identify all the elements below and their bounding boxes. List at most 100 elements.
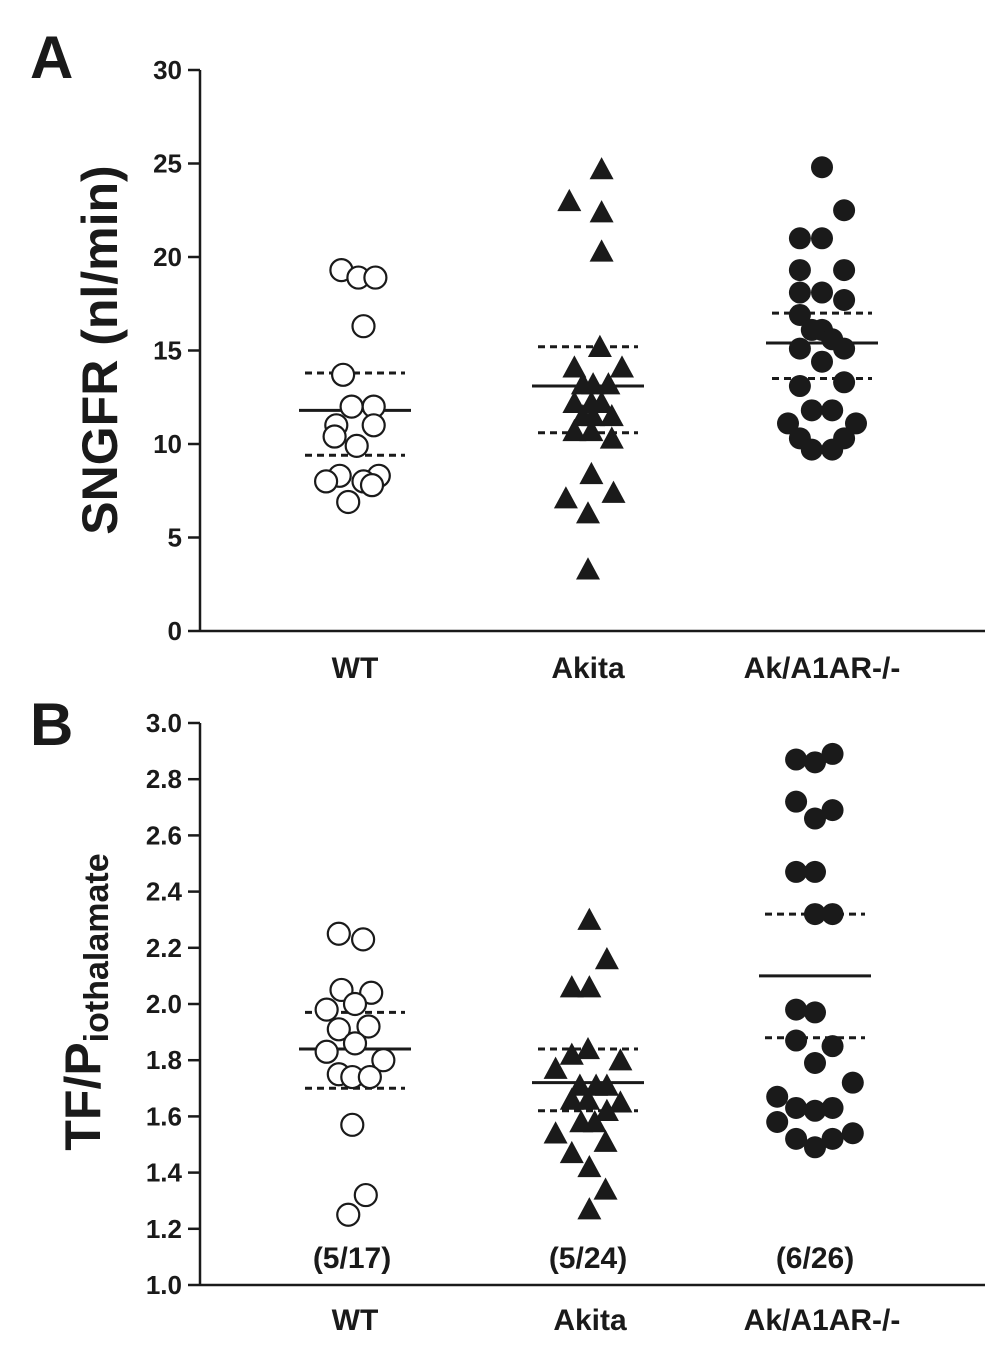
panel-b: B TF/Piothalamate 1.0 1.2 1.4 1.6 1.8 2.0 2.2 2… <box>30 691 985 1337</box>
panel-a-ak-a1ar-point <box>811 281 833 304</box>
panel-b-wt-point <box>314 1039 339 1064</box>
panel-a-wt-point <box>314 469 339 494</box>
panel-b-y-tick-label: 2.0 <box>146 989 182 1019</box>
panel-b-wt-point <box>371 1048 396 1073</box>
panel-a-wt-point <box>331 362 356 387</box>
panel-a-wt-point <box>351 314 376 339</box>
panel-b-akita-point <box>559 1140 584 1164</box>
panel-b-y-tick-label: 1.6 <box>146 1101 182 1131</box>
panel-b-ak-a1ar-point <box>785 790 808 813</box>
panel-b-akita-point <box>608 1048 633 1071</box>
panel-a-y-tick-label: 10 <box>153 429 182 459</box>
panel-b-ak-a1ar-point <box>785 1029 808 1052</box>
panel-a-wt-point <box>359 473 385 498</box>
panel-a-akita-point <box>579 418 604 442</box>
panel-b-akita-point <box>559 1042 584 1065</box>
panel-b-akita-point <box>594 1098 619 1121</box>
panel-a-akita-point <box>557 188 582 212</box>
panel-a-ak-a1ar-point <box>800 438 823 461</box>
panel-a-akita-point <box>599 403 624 427</box>
panel-b-ak-a1ar-point <box>785 1096 808 1119</box>
panel-a-wt-point <box>336 489 361 515</box>
panel-a-y-tick-label: 15 <box>153 336 182 366</box>
panel-a-letter: A <box>30 24 73 91</box>
panel-b-wt-point <box>336 1202 361 1227</box>
panel-a: A SNGFR (nl/min) 0 5 10 15 20 25 30 WT Akita A… <box>30 24 985 685</box>
panel-b-akita-point <box>608 1090 633 1113</box>
panel-b-akita-point <box>567 1073 592 1096</box>
panel-a-wt-point <box>361 413 386 438</box>
panel-b-akita-point <box>559 1087 584 1110</box>
panel-b-wt-point <box>314 997 339 1022</box>
panel-b-wt-point <box>351 927 376 952</box>
panel-a-ak-a1ar-point <box>811 350 833 373</box>
panel-a-ak-a1ar-point <box>833 199 856 222</box>
panel-a-akita-point <box>576 501 600 524</box>
panel-a-ak-a1ar-point <box>821 438 844 461</box>
panel-a-akita-point <box>576 557 600 580</box>
panel-a-y-tick-label: 0 <box>168 616 182 646</box>
panel-a-y-tick-label: 30 <box>153 55 182 85</box>
panel-a-wt-point <box>322 424 347 449</box>
panel-b-ak-a1ar-point <box>821 799 844 822</box>
panel-b-ak-a1ar-point <box>841 1122 864 1145</box>
panel-a-ak-a1ar-point <box>821 399 844 422</box>
panel-b-akita-point <box>593 1129 618 1152</box>
panel-a-category-wt: WT <box>332 652 379 685</box>
panel-a-akita-point <box>589 239 614 262</box>
panel-a-akita-point <box>562 390 587 414</box>
panel-b-category-ak-a1ar: Ak/A1AR-/- <box>744 1304 901 1337</box>
panel-b-ak-a1ar-point <box>821 903 844 926</box>
panel-a-y-tick-label: 20 <box>153 242 182 272</box>
panel-b-y-tick-label: 3.0 <box>146 708 182 738</box>
panel-a-akita-point <box>589 390 614 414</box>
panel-b-ak-a1ar-point <box>804 1001 826 1024</box>
panel-a-ak-a1ar-point <box>811 156 833 179</box>
panel-b-akita-point <box>543 1056 568 1079</box>
panel-a-akita-point <box>581 372 606 395</box>
panel-b-annotation-ak-a1ar: (6/26) <box>776 1242 854 1275</box>
panel-a-akita-point <box>589 157 614 180</box>
panel-a-akita-point <box>601 480 626 503</box>
panel-b-y-tick-label: 2.4 <box>146 877 183 907</box>
panel-a-y-axis-label: SNGFR (nl/min) <box>72 165 128 534</box>
panel-b-y-tick-label: 1.4 <box>146 1158 183 1188</box>
panel-b-annotation-wt: (5/17) <box>313 1242 391 1275</box>
panel-b-wt-point <box>359 980 384 1005</box>
panel-a-akita-point <box>596 372 621 395</box>
panel-b-letter: B <box>30 691 73 758</box>
panel-b-wt-point <box>326 1017 351 1042</box>
panel-b-wt-point <box>342 991 368 1017</box>
panel-a-akita-point <box>587 334 612 357</box>
panel-b-wt-point <box>326 921 351 946</box>
panel-b-annotation-akita: (5/24) <box>549 1242 627 1275</box>
panel-b-ak-a1ar-point <box>804 751 826 774</box>
panel-b-y-axis-label-main: TF/P <box>55 1042 111 1150</box>
panel-b-akita-point <box>576 1087 600 1110</box>
panel-b-akita-point <box>594 1073 619 1096</box>
panel-a-ak-a1ar-point <box>833 337 856 360</box>
panel-b-akita-point <box>576 1036 600 1060</box>
panel-b-y-axis-label-subscript: iothalamate <box>78 853 116 1042</box>
panel-a-ak-a1ar-point <box>833 289 856 312</box>
panel-a-y-tick-label: 5 <box>168 523 182 553</box>
panel-a-ak-a1ar-point <box>811 227 833 250</box>
panel-a-ak-a1ar-point <box>788 375 811 398</box>
panel-a-ak-a1ar-point <box>845 412 867 435</box>
panel-b-akita-point <box>594 947 619 970</box>
panel-b-y-tick-label: 1.0 <box>146 1270 182 1300</box>
panel-b-ak-a1ar-point <box>785 860 808 883</box>
panel-b-wt-point <box>353 1182 378 1208</box>
panel-a-ak-a1ar-point <box>788 227 811 250</box>
panel-b-ak-a1ar-point <box>804 807 826 830</box>
panel-b-y-ticks: 1.0 1.2 1.4 1.6 1.8 2.0 2.2 2.4 2.6 2.8 3.0 <box>146 708 200 1300</box>
panel-a-akita-point <box>599 426 624 449</box>
panel-a-category-ak-a1ar: Ak/A1AR-/- <box>744 652 901 685</box>
panel-a-akita-point <box>579 461 604 485</box>
panel-a-y-ticks: 0 5 10 15 20 25 30 <box>153 55 200 646</box>
panel-a-akita-point <box>610 355 634 378</box>
panel-b-y-tick-label: 1.2 <box>146 1214 182 1244</box>
panel-a-ak-a1ar-point <box>833 259 856 282</box>
panel-b-ak-a1ar-point <box>804 903 826 926</box>
panel-b-ak-a1ar-point <box>785 748 808 771</box>
